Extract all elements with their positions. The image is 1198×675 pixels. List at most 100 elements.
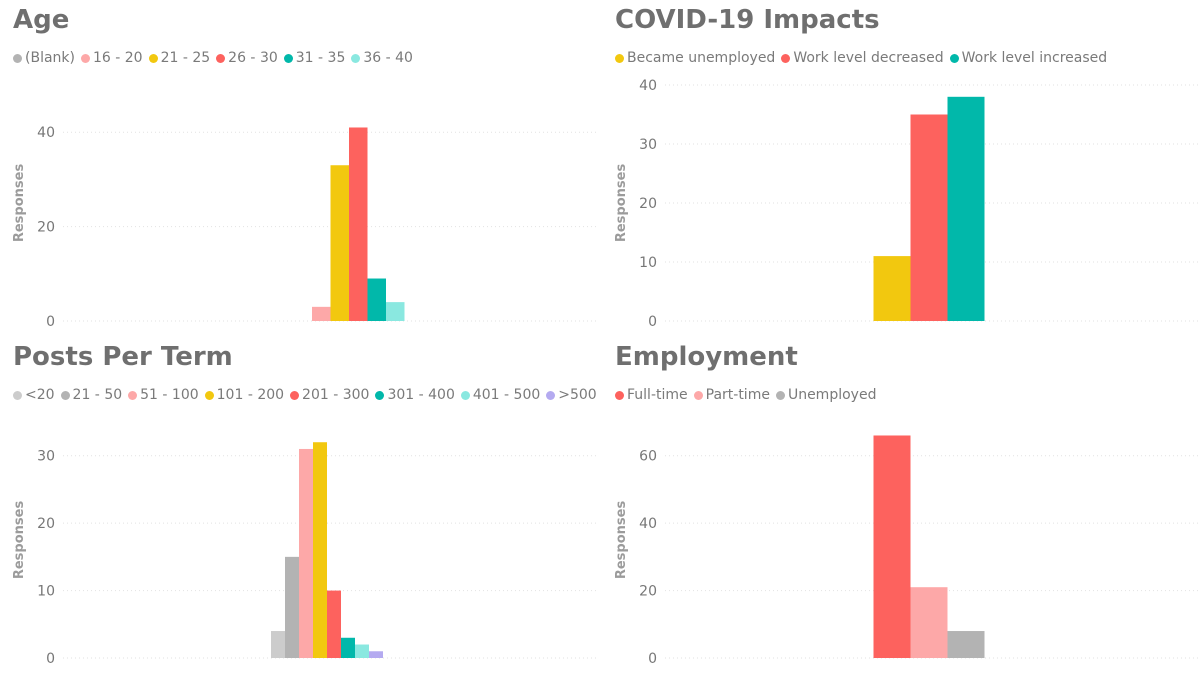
- legend-label: Work level decreased: [793, 50, 944, 66]
- y-axis-label: Responses: [614, 164, 629, 243]
- bar[interactable]: 16 - 20: 3: [312, 306, 331, 321]
- chart-title: Posts Per Term: [13, 342, 233, 372]
- legend-item[interactable]: Unemployed: [775, 387, 876, 403]
- legend-marker: [13, 390, 22, 400]
- legend-label: 301 - 400: [387, 387, 455, 403]
- chart-title: Age: [13, 5, 70, 35]
- chart-title: Employment: [615, 342, 798, 372]
- y-tick-label: 40: [37, 125, 55, 141]
- legend-label: >500: [558, 387, 597, 403]
- legend-marker: [615, 390, 624, 400]
- legend-item[interactable]: 201 - 300: [290, 387, 369, 403]
- bar[interactable]: 26 - 30: 41: [349, 127, 368, 321]
- legend-label: 31 - 35: [295, 50, 346, 66]
- y-axis-label: Responses: [12, 501, 27, 580]
- legend-item[interactable]: 21 - 25: [148, 50, 210, 66]
- bar[interactable]: 36 - 40: 4: [386, 302, 405, 321]
- legend-marker: [351, 53, 361, 63]
- y-tick-label: 20: [639, 584, 657, 600]
- y-tick-label: 0: [46, 651, 55, 667]
- y-tick-label: 0: [46, 314, 55, 330]
- legend-item[interactable]: Part-time: [693, 387, 770, 403]
- bar[interactable]: 401 - 500: 2: [355, 644, 369, 658]
- chart-panel-employment: Employment Full-time Part-time Unemployed …: [614, 339, 1198, 675]
- legend-item[interactable]: Full-time: [615, 387, 688, 403]
- bar[interactable]: 101 - 200: 32: [313, 442, 327, 658]
- legend-marker: [546, 390, 556, 400]
- legend-item[interactable]: Work level decreased: [781, 50, 944, 66]
- legend-marker: [949, 53, 959, 63]
- legend-item[interactable]: Became unemployed: [615, 50, 775, 66]
- bar[interactable]: Became unemployed: 11: [873, 256, 911, 321]
- legend-item[interactable]: 31 - 35: [283, 50, 346, 66]
- legend-label: Work level increased: [961, 50, 1108, 66]
- y-tick-label: 30: [639, 137, 657, 153]
- legend-marker: [283, 53, 293, 63]
- bar[interactable]: Work level decreased: 35: [910, 114, 948, 322]
- chart-title: COVID-19 Impacts: [615, 5, 880, 35]
- y-tick-label: 10: [639, 255, 657, 271]
- chart-plot: 0 20 40 60 Responses Full-time: 66Part-time: …: [614, 435, 1198, 667]
- legend-label: Became unemployed: [627, 50, 776, 66]
- legend-marker: [693, 390, 703, 400]
- legend-marker: [375, 390, 385, 400]
- legend-item[interactable]: 301 - 400: [375, 387, 455, 403]
- legend-marker: [60, 390, 70, 400]
- legend-label: 16 - 20: [92, 50, 143, 66]
- legend-item[interactable]: 21 - 50: [60, 387, 123, 403]
- chart-legend: <20 21 - 50 51 - 100 101 - 200 201 - 300 301 …: [13, 387, 603, 403]
- y-tick-label: 20: [639, 196, 657, 212]
- y-tick-label: 30: [37, 449, 55, 465]
- bar[interactable]: Full-time: 66: [873, 435, 911, 658]
- chart-panel-age: Age (Blank) 16 - 20 21 - 25 26 - 30 31 - 35 3…: [12, 2, 603, 338]
- bar[interactable]: 51 - 100: 31: [299, 448, 313, 658]
- y-axis-label: Responses: [12, 164, 27, 243]
- legend-label: 21 - 50: [72, 387, 123, 403]
- bar[interactable]: 201 - 300: 10: [327, 590, 341, 658]
- legend-label: 201 - 300: [302, 387, 370, 403]
- bar[interactable]: <20: 4: [271, 631, 285, 658]
- legend-item[interactable]: 101 - 200: [204, 387, 284, 403]
- legend-item[interactable]: 26 - 30: [216, 50, 278, 66]
- legend-label: 36 - 40: [363, 50, 413, 66]
- bar[interactable]: 21 - 25: 33: [330, 165, 350, 321]
- legend-item[interactable]: (Blank): [13, 50, 75, 66]
- y-tick-label: 20: [37, 220, 55, 236]
- legend-item[interactable]: 16 - 20: [80, 50, 143, 66]
- y-tick-label: 0: [648, 314, 657, 330]
- chart-panel-covid-impacts: COVID-19 Impacts Became unemployed Work l…: [614, 2, 1198, 338]
- y-tick-label: 20: [37, 516, 55, 532]
- bar[interactable]: Part-time: 21: [910, 587, 948, 658]
- y-tick-label: 40: [639, 516, 657, 532]
- bar[interactable]: 31 - 35: 9: [367, 278, 387, 321]
- bar[interactable]: >500: 1: [369, 651, 383, 658]
- chart-legend: (Blank) 16 - 20 21 - 25 26 - 30 31 - 35 36 - …: [13, 50, 419, 66]
- chart-panel-posts-per-term: Posts Per Term <20 21 - 50 51 - 100 101 - 2…: [12, 339, 603, 675]
- bar[interactable]: Work level increased: 38: [947, 96, 985, 321]
- legend-label: 401 - 500: [472, 387, 541, 403]
- legend-label: 26 - 30: [228, 50, 278, 66]
- chart-plot: 0 10 20 30 Responses <20: 421 - 50: 1551 - 10…: [12, 442, 598, 667]
- legend-marker: [460, 390, 470, 400]
- legend-item[interactable]: <20: [13, 387, 55, 403]
- legend-item[interactable]: >500: [546, 387, 597, 403]
- bar[interactable]: 301 - 400: 3: [341, 637, 355, 658]
- legend-label: <20: [25, 387, 55, 403]
- legend-marker: [290, 390, 300, 400]
- legend-marker: [775, 390, 785, 400]
- legend-marker: [80, 53, 90, 63]
- y-tick-label: 40: [639, 78, 657, 94]
- legend-item[interactable]: 51 - 100: [128, 387, 199, 403]
- y-tick-label: 10: [37, 584, 55, 600]
- legend-item[interactable]: Work level increased: [949, 50, 1108, 66]
- legend-item[interactable]: 401 - 500: [460, 387, 541, 403]
- chart-legend: Became unemployed Work level decreased Wor…: [615, 50, 1113, 66]
- legend-marker: [615, 53, 624, 63]
- legend-marker: [204, 390, 214, 400]
- bar[interactable]: Unemployed: 8: [947, 631, 985, 658]
- chart-legend: Full-time Part-time Unemployed: [615, 387, 882, 403]
- legend-item[interactable]: 36 - 40: [351, 50, 413, 66]
- legend-marker: [128, 390, 138, 400]
- bar[interactable]: 21 - 50: 15: [285, 556, 299, 658]
